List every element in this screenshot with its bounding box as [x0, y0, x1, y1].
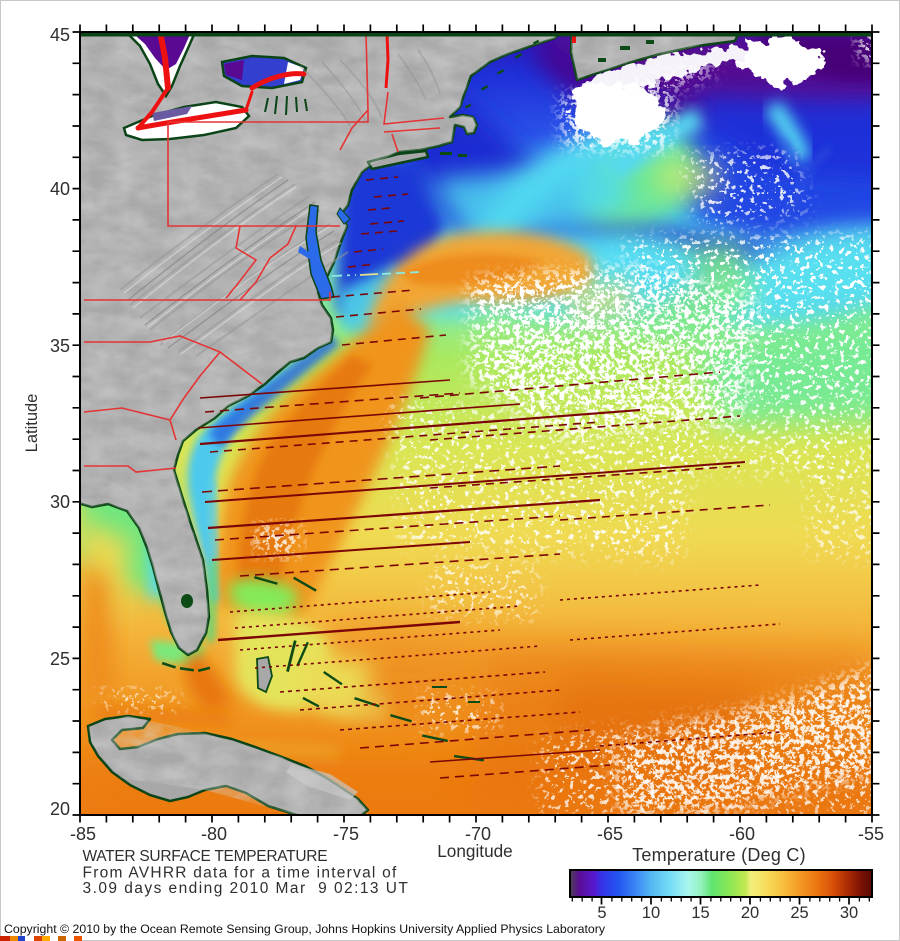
svg-text:20: 20 — [50, 799, 70, 819]
svg-text:25: 25 — [790, 904, 808, 922]
svg-text:-80: -80 — [201, 824, 227, 844]
svg-text:30: 30 — [50, 492, 70, 512]
svg-text:-60: -60 — [729, 824, 755, 844]
svg-text:30: 30 — [840, 904, 858, 922]
svg-text:Latitude: Latitude — [23, 394, 41, 453]
svg-text:Longitude: Longitude — [437, 841, 513, 861]
svg-text:10: 10 — [642, 904, 660, 922]
svg-text:20: 20 — [741, 904, 759, 922]
svg-text:25: 25 — [50, 649, 70, 669]
svg-text:-75: -75 — [333, 824, 359, 844]
svg-text:-70: -70 — [465, 824, 491, 844]
svg-text:-55: -55 — [858, 824, 884, 844]
svg-text:3.09 days ending 2010 Mar 9 0: 3.09 days ending 2010 Mar 9 02:13 UT — [83, 880, 410, 897]
svg-text:-85: -85 — [70, 824, 96, 844]
svg-text:45: 45 — [50, 25, 70, 45]
svg-text:-65: -65 — [597, 824, 623, 844]
svg-text:WATER SURFACE TEMPERATURE: WATER SURFACE TEMPERATURE — [83, 848, 328, 865]
svg-text:Temperature (Deg C): Temperature (Deg C) — [632, 845, 806, 865]
svg-text:Copyright © 2010 by the Ocean: Copyright © 2010 by the Ocean Remote Sen… — [4, 922, 606, 936]
svg-text:35: 35 — [50, 336, 70, 356]
svg-text:15: 15 — [691, 904, 709, 922]
svg-text:From AVHRR data for a time int: From AVHRR data for a time interval of — [83, 865, 398, 882]
svg-text:5: 5 — [597, 904, 606, 922]
svg-text:40: 40 — [50, 179, 70, 199]
